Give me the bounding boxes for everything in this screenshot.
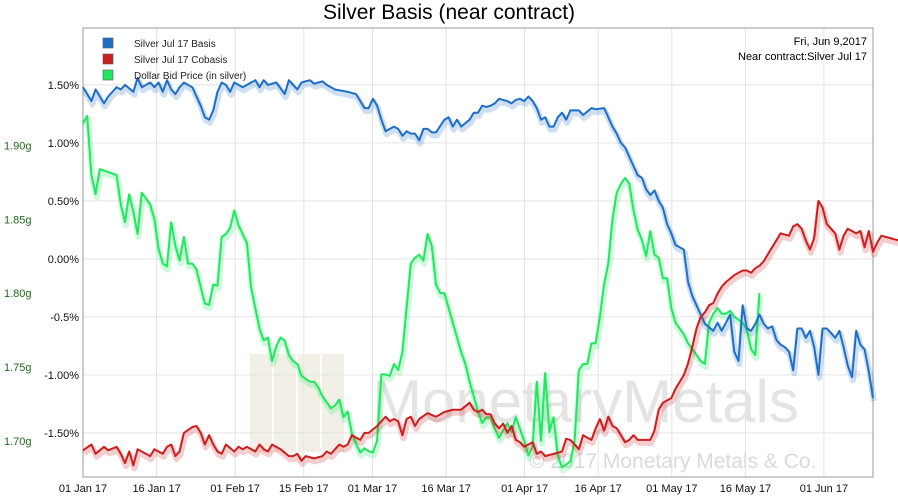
- x-tick-label: 01 Jan 17: [59, 483, 107, 495]
- right-axis-tick-label: 1.00%: [48, 138, 79, 150]
- left-axis-tick-label: 1.80g: [4, 288, 32, 300]
- legend: Silver Jul 17 Basis Silver Jul 17 Cobasis…: [102, 37, 246, 82]
- x-tick-label: 16 Mar 17: [421, 483, 471, 495]
- x-tick-label: 16 Apr 17: [575, 483, 622, 495]
- legend-swatch: [102, 37, 114, 49]
- left-axis-tick-label: 1.70g: [4, 436, 32, 448]
- series-line-silver-jul-17-basis: [82, 76, 874, 399]
- x-tick-label: 01 Mar 17: [348, 483, 398, 495]
- x-axis-ticks: 01 Jan 17 16 Jan 17 01 Feb 17 15 Feb 17 01 M…: [59, 483, 848, 495]
- right-axis-tick-label: 1.50%: [48, 80, 79, 92]
- info-contract: Near contract:Silver Jul 17: [738, 51, 867, 63]
- x-tick-label: 15 Feb 17: [279, 483, 329, 495]
- legend-label: Dollar Bid Price (in silver): [134, 71, 246, 82]
- x-tick-label: 16 May 17: [720, 483, 771, 495]
- right-axis-tick-label: 0.50%: [48, 196, 79, 208]
- x-tick-label: 01 Jun 17: [800, 483, 848, 495]
- copyright-text: © 2017 Monetary Metals & Co.: [529, 450, 816, 473]
- x-tick-label: 01 Apr 17: [501, 483, 548, 495]
- watermark-logo-icon: [250, 354, 344, 452]
- chart-title: Silver Basis (near contract): [323, 1, 575, 24]
- legend-label: Silver Jul 17 Basis: [134, 39, 216, 50]
- right-axis-tick-label: 0.00%: [48, 254, 79, 266]
- right-axis-tick-label: -1.00%: [44, 370, 79, 382]
- watermark-text: MonetaryMetals: [372, 368, 799, 435]
- legend-swatch: [102, 69, 114, 81]
- info-date: Fri, Jun 9,2017: [794, 36, 867, 48]
- left-axis-tick-label: 1.75g: [4, 362, 32, 374]
- left-axis-tick-label: 1.90g: [4, 140, 32, 152]
- watermark: MonetaryMetals ® © 2017 Monetary Metals …: [250, 354, 860, 473]
- legend-swatch: [102, 53, 114, 65]
- left-axis-tick-label: 1.85g: [4, 214, 32, 226]
- series-layer: [81, 76, 898, 474]
- right-axis-ticks: 1.50% 1.00% 0.50% 0.00% -0.5% -1.00% -1.50%: [44, 80, 79, 440]
- series-shadow-silver-jul-17-cobasis: [82, 200, 898, 472]
- right-axis-tick-label: -1.50%: [44, 428, 79, 440]
- x-tick-label: 01 Feb 17: [210, 483, 260, 495]
- series-line-silver-jul-17-cobasis: [82, 199, 898, 467]
- x-tick-label: 16 Jan 17: [132, 483, 180, 495]
- right-axis-tick-label: -0.5%: [50, 312, 79, 324]
- x-tick-label: 01 May 17: [646, 483, 697, 495]
- left-axis-ticks: 1.90g 1.85g 1.80g 1.75g 1.70g: [4, 140, 32, 447]
- legend-label: Silver Jul 17 Cobasis: [134, 55, 227, 66]
- series-line-dollar-bid-price-in-silver: [82, 114, 761, 469]
